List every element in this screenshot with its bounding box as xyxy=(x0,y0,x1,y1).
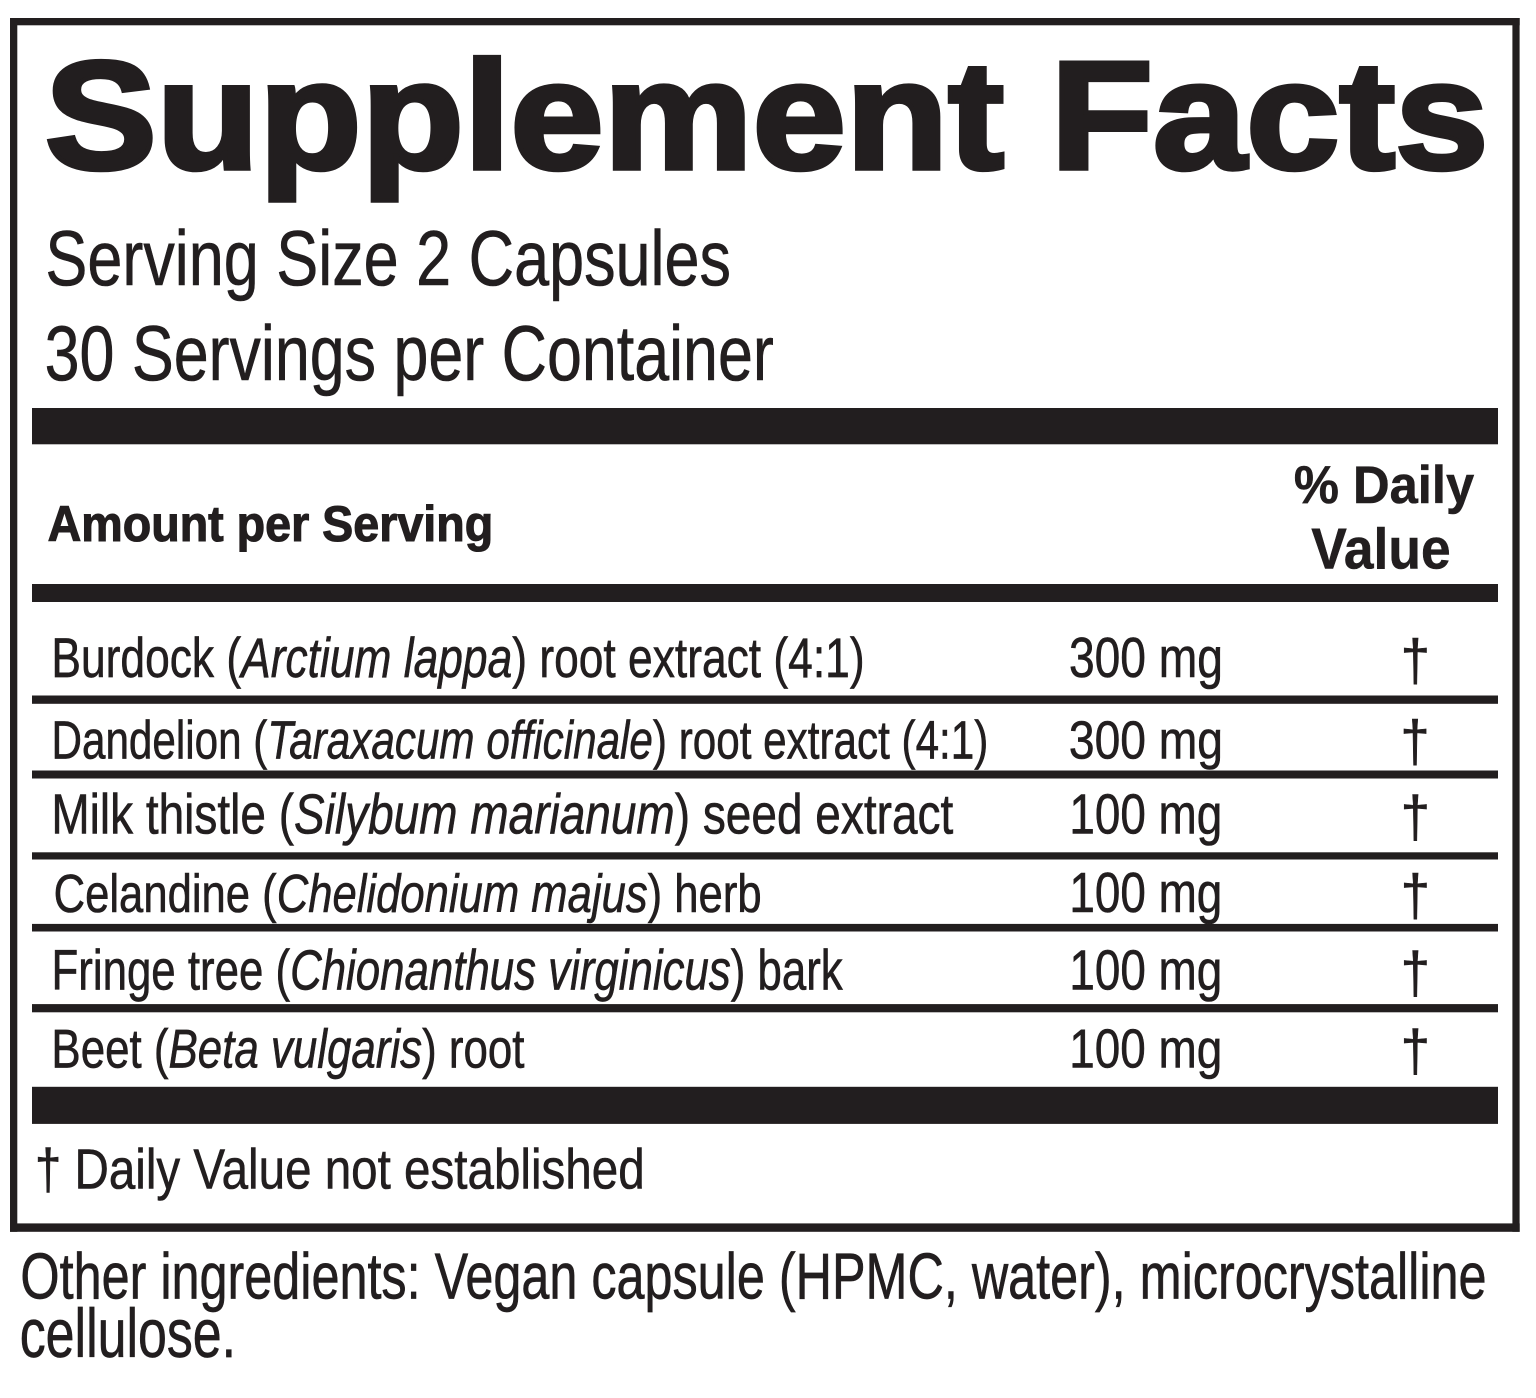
svg-text:† Daily Value not established: † Daily Value not established xyxy=(35,1139,645,1202)
svg-text:Value: Value xyxy=(1311,517,1450,581)
svg-text:cellulose.: cellulose. xyxy=(20,1295,236,1372)
svg-text:†: † xyxy=(1400,709,1429,774)
svg-text:100 mg: 100 mg xyxy=(1069,862,1222,924)
svg-text:Other ingredients: Vegan capsu: Other ingredients: Vegan capsule (HPMC, … xyxy=(20,1241,1486,1314)
svg-text:Beet (Beta vulgaris) root: Beet (Beta vulgaris) root xyxy=(51,1018,524,1080)
svg-text:300 mg: 300 mg xyxy=(1069,710,1223,770)
svg-text:Milk thistle (Silybum marianum: Milk thistle (Silybum marianum) seed ext… xyxy=(51,783,953,845)
svg-text:†: † xyxy=(1401,940,1430,1005)
svg-text:†: † xyxy=(1401,863,1430,928)
svg-text:†: † xyxy=(1401,1019,1430,1084)
svg-text:†: † xyxy=(1401,784,1430,849)
svg-text:Amount per Serving: Amount per Serving xyxy=(48,496,494,552)
svg-text:Serving Size 2 Capsules: Serving Size 2 Capsules xyxy=(45,216,731,303)
svg-text:% Daily: % Daily xyxy=(1294,455,1474,514)
svg-text:Fringe tree (Chionanthus virgi: Fringe tree (Chionanthus virginicus) bar… xyxy=(52,938,844,1002)
svg-text:100 mg: 100 mg xyxy=(1069,939,1222,1001)
svg-text:Dandelion (Taraxacum officinal: Dandelion (Taraxacum officinale) root ex… xyxy=(52,710,989,770)
svg-text:30 Servings per Container: 30 Servings per Container xyxy=(45,310,774,397)
svg-text:Burdock (Arctium lappa) root e: Burdock (Arctium lappa) root extract (4:… xyxy=(51,626,864,689)
svg-text:100 mg: 100 mg xyxy=(1069,783,1222,845)
svg-text:Celandine (Chelidonium majus): Celandine (Chelidonium majus) herb xyxy=(54,864,762,925)
svg-text:300 mg: 300 mg xyxy=(1069,626,1223,689)
svg-text:Supplement Facts: Supplement Facts xyxy=(45,30,1488,202)
svg-text:†: † xyxy=(1401,628,1430,693)
svg-text:100 mg: 100 mg xyxy=(1069,1018,1222,1080)
